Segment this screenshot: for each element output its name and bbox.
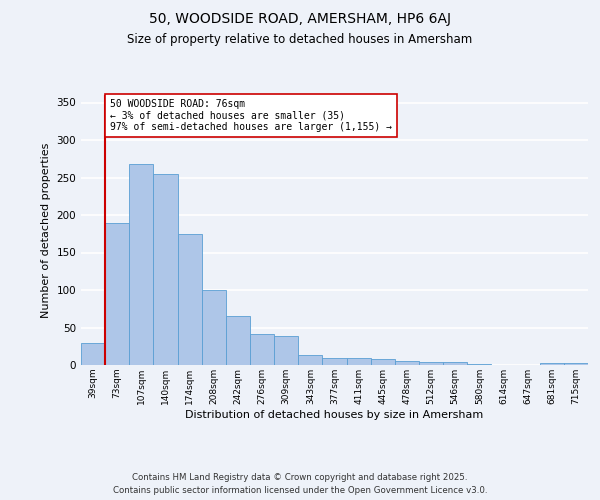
Text: Contains public sector information licensed under the Open Government Licence v3: Contains public sector information licen… — [113, 486, 487, 495]
Bar — [250, 334, 274, 365]
Bar — [419, 362, 443, 365]
X-axis label: Distribution of detached houses by size in Amersham: Distribution of detached houses by size … — [185, 410, 484, 420]
Bar — [322, 358, 347, 365]
Bar — [202, 290, 226, 365]
Bar — [371, 359, 395, 365]
Text: Size of property relative to detached houses in Amersham: Size of property relative to detached ho… — [127, 32, 473, 46]
Bar — [105, 222, 129, 365]
Bar — [129, 164, 154, 365]
Bar — [154, 174, 178, 365]
Bar — [564, 363, 588, 365]
Y-axis label: Number of detached properties: Number of detached properties — [41, 142, 51, 318]
Bar — [395, 361, 419, 365]
Bar — [540, 363, 564, 365]
Bar — [178, 234, 202, 365]
Bar — [226, 316, 250, 365]
Text: Contains HM Land Registry data © Crown copyright and database right 2025.: Contains HM Land Registry data © Crown c… — [132, 472, 468, 482]
Bar — [81, 342, 105, 365]
Bar — [443, 362, 467, 365]
Text: 50 WOODSIDE ROAD: 76sqm
← 3% of detached houses are smaller (35)
97% of semi-det: 50 WOODSIDE ROAD: 76sqm ← 3% of detached… — [110, 99, 392, 132]
Bar — [298, 355, 322, 365]
Bar — [467, 364, 491, 365]
Text: 50, WOODSIDE ROAD, AMERSHAM, HP6 6AJ: 50, WOODSIDE ROAD, AMERSHAM, HP6 6AJ — [149, 12, 451, 26]
Bar — [347, 358, 371, 365]
Bar — [274, 336, 298, 365]
